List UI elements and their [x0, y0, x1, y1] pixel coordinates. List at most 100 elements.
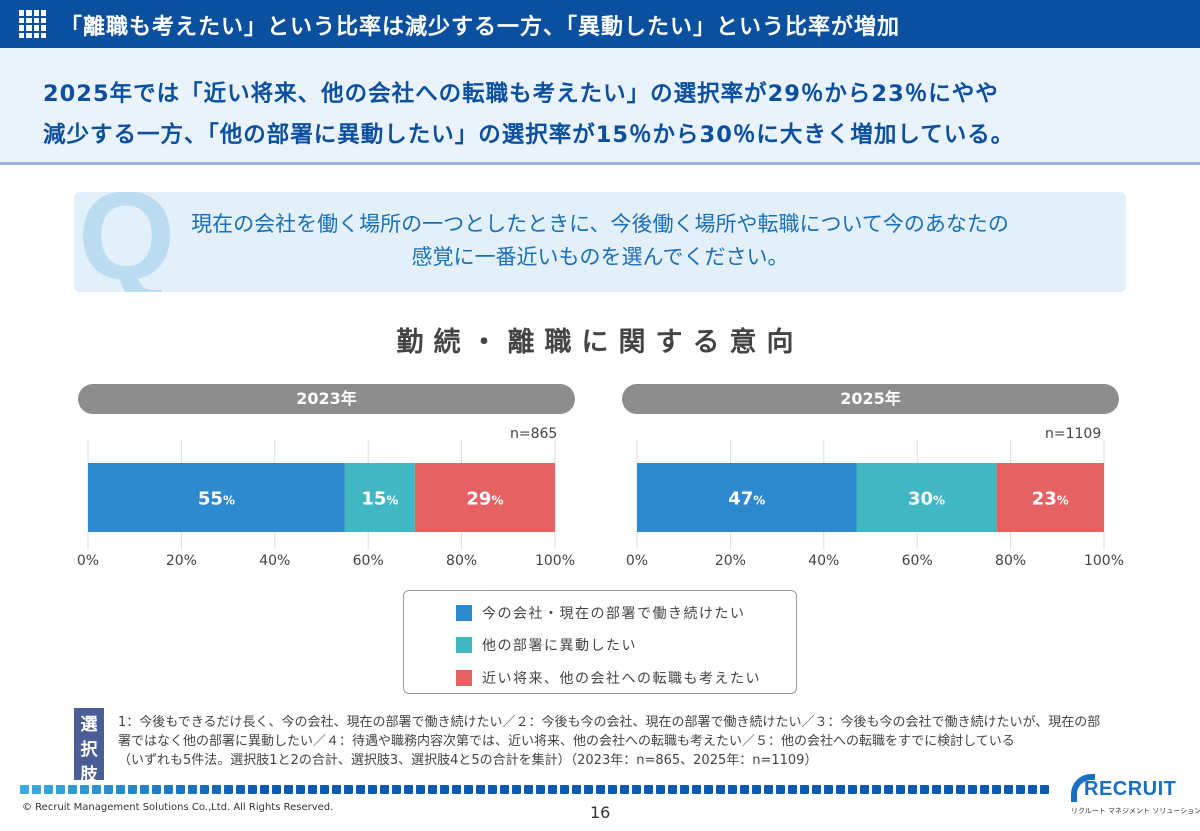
divider-dot — [200, 785, 209, 794]
legend-item-stay: 今の会社・現在の部署で働き続けたい — [456, 603, 746, 623]
divider-dot — [248, 785, 257, 794]
divider-dot — [716, 785, 725, 794]
divider-dot — [1016, 785, 1025, 794]
divider-dot — [512, 785, 521, 794]
divider-dot — [284, 785, 293, 794]
divider-dot — [944, 785, 953, 794]
divider-dot — [572, 785, 581, 794]
bar-segment-stay — [88, 463, 345, 532]
divider-dot — [536, 785, 545, 794]
badge-char: 肢 — [80, 765, 98, 785]
divider-dot — [932, 785, 941, 794]
logo-word: RECRUIT — [1084, 778, 1177, 800]
chart-title: 勤続・離職に関する意向 — [396, 327, 804, 358]
divider-dot — [368, 785, 377, 794]
divider-dot — [1004, 785, 1013, 794]
divider-dot — [632, 785, 641, 794]
divider-dot — [452, 785, 461, 794]
divider-dot — [488, 785, 497, 794]
summary-line-1: 2025年では「近い将来、他の会社への転職も考えたい」の選択率が29％から23％… — [43, 81, 999, 107]
divider-dot — [848, 785, 857, 794]
divider-dot — [920, 785, 929, 794]
divider-dot — [332, 785, 341, 794]
badge-char: 択 — [80, 740, 98, 760]
legend-label: 今の会社・現在の部署で働き続けたい — [482, 606, 746, 622]
choices-note: 1：今後もできるだけ長く、今の会社、現在の部署で働き続けたい／２：今後も今の会社… — [118, 713, 1100, 770]
divider-dot — [128, 785, 137, 794]
stacked-bar-chart: 0% 20% 40% 60% 80% 100% 55% 15% 29% 0% 20% 40% 60% 80… — [77, 440, 1124, 569]
divider-dot — [668, 785, 677, 794]
divider-dot — [596, 785, 605, 794]
divider-dot — [872, 785, 881, 794]
x-tick-label: 20% — [166, 553, 197, 569]
question-line-1: 現在の会社を働く場所の一つとしたときに、今後働く場所や転職について今のあなたの — [191, 212, 1009, 236]
year-pill-2025: 2025年 — [622, 384, 1119, 414]
divider-dot — [776, 785, 785, 794]
divider-dot — [116, 785, 125, 794]
x-tick-label: 100% — [535, 553, 575, 569]
divider-dot — [1028, 785, 1037, 794]
divider-dot — [164, 785, 173, 794]
divider-dot — [476, 785, 485, 794]
divider-dot — [656, 785, 665, 794]
divider-dot — [704, 785, 713, 794]
divider-dot — [884, 785, 893, 794]
data-label: 55% — [198, 489, 235, 510]
legend-label: 他の部署に異動したい — [482, 638, 637, 654]
logo-subtitle: リクルート マネジメント ソリューションズ — [1071, 807, 1200, 815]
data-label: 29% — [466, 489, 503, 510]
divider-dot — [440, 785, 449, 794]
grid-icon — [19, 10, 46, 38]
divider-dot — [680, 785, 689, 794]
q-mark-icon: Q — [78, 192, 176, 292]
divider-dot — [308, 785, 317, 794]
divider-dot — [764, 785, 773, 794]
divider-dot — [80, 785, 89, 794]
x-tick-label: 80% — [995, 553, 1026, 569]
x-tick-label: 40% — [808, 553, 839, 569]
divider-dot — [620, 785, 629, 794]
x-tick-label: 0% — [626, 553, 648, 569]
divider-dot — [20, 785, 29, 794]
divider-dot — [896, 785, 905, 794]
divider-dot — [212, 785, 221, 794]
divider-dot — [188, 785, 197, 794]
data-label: 15% — [361, 489, 398, 510]
year-pill-2023: 2023年 — [78, 384, 575, 414]
bar-segment-stay — [637, 463, 857, 532]
legend-swatch-leave — [456, 670, 472, 686]
divider-dot — [980, 785, 989, 794]
question-line-2: 感覚に一番近いものを選んでください。 — [411, 245, 789, 269]
bar-segment-transfer — [856, 463, 997, 532]
legend-swatch-stay — [456, 605, 472, 621]
divider-dot — [752, 785, 761, 794]
divider-dot — [380, 785, 389, 794]
divider-dot — [968, 785, 977, 794]
legend: 今の会社・現在の部署で働き続けたい 他の部署に異動したい 近い将来、他の会社への… — [403, 590, 797, 694]
x-tick-label: 80% — [446, 553, 477, 569]
recruit-logo: RECRUIT リクルート マネジメント ソリューションズ — [1068, 770, 1200, 825]
dotted-divider — [20, 785, 1049, 794]
divider-dot — [812, 785, 821, 794]
x-tick-label: 40% — [259, 553, 290, 569]
legend-item-transfer: 他の部署に異動したい — [456, 635, 637, 655]
divider-dot — [392, 785, 401, 794]
divider-dot — [836, 785, 845, 794]
divider-dot — [296, 785, 305, 794]
summary-box: 2025年では「近い将来、他の会社への転職も考えたい」の選択率が29％から23％… — [0, 48, 1200, 165]
divider-dot — [500, 785, 509, 794]
divider-dot — [956, 785, 965, 794]
divider-dot — [104, 785, 113, 794]
divider-dot — [692, 785, 701, 794]
x-tick-label: 100% — [1084, 553, 1124, 569]
divider-dot — [344, 785, 353, 794]
divider-dot — [356, 785, 365, 794]
choices-line-1: 1：今後もできるだけ長く、今の会社、現在の部署で働き続けたい／２：今後も今の会社… — [118, 715, 1101, 730]
legend-label: 近い将来、他の会社への転職も考えたい — [482, 671, 761, 687]
summary-line-2: 減少する一方、「他の部署に異動したい」の選択率が15％から30％に大きく増加して… — [43, 122, 1015, 148]
divider-dot — [740, 785, 749, 794]
divider-dot — [800, 785, 809, 794]
divider-dot — [788, 785, 797, 794]
divider-dot — [140, 785, 149, 794]
divider-dot — [608, 785, 617, 794]
